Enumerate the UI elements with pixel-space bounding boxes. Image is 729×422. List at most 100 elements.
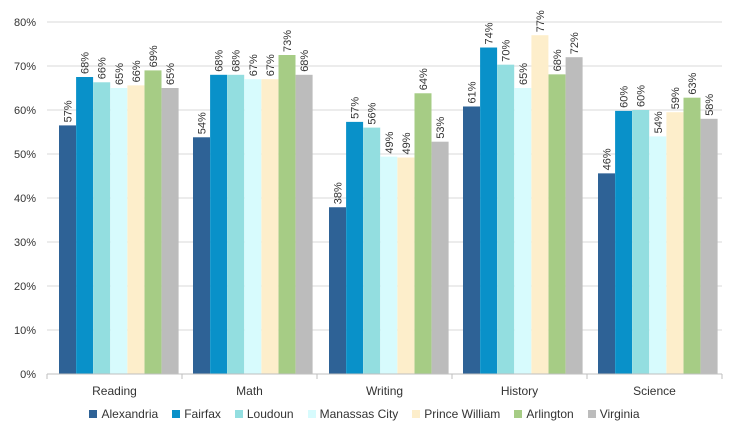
y-tick-label: 20% <box>14 281 36 293</box>
data-label: 66% <box>131 60 143 82</box>
data-label: 61% <box>467 81 479 103</box>
data-label: 69% <box>148 45 160 67</box>
x-tick-label: Science <box>633 384 676 398</box>
data-label: 46% <box>602 148 614 170</box>
data-label: 57% <box>350 97 362 119</box>
legend-item: Manassas City <box>307 407 399 421</box>
data-label: 64% <box>418 68 430 90</box>
legend-item: Loudoun <box>234 407 294 421</box>
bar <box>93 82 111 374</box>
bar <box>278 55 296 374</box>
data-label: 70% <box>501 39 513 61</box>
bar <box>110 88 128 374</box>
data-label: 68% <box>80 52 92 74</box>
x-tick-label: Writing <box>366 384 403 398</box>
bar <box>210 74 228 375</box>
x-axis-ticks: Reading Math Writing History Science <box>92 384 676 398</box>
bar <box>480 47 498 375</box>
legend-swatch <box>412 410 421 418</box>
y-tick-label: 30% <box>14 237 36 249</box>
y-tick-label: 70% <box>14 61 36 73</box>
data-label: 66% <box>97 57 109 79</box>
legend-item: Alexandria <box>89 407 158 421</box>
data-label: 56% <box>367 102 379 124</box>
legend-label: Arlington <box>526 407 574 421</box>
bar <box>346 121 364 374</box>
bar <box>59 125 76 375</box>
data-label: 68% <box>231 50 243 72</box>
bar <box>295 74 313 375</box>
data-label: 54% <box>653 111 665 133</box>
legend-label: Alexandria <box>101 407 159 421</box>
data-label: 67% <box>265 54 277 76</box>
x-tick-label: Reading <box>92 384 137 398</box>
legend-swatch <box>514 410 523 418</box>
data-label: 53% <box>435 116 447 138</box>
bar <box>414 93 432 374</box>
legend-swatch <box>587 410 596 418</box>
bar <box>548 74 566 375</box>
legend-item: Prince William <box>412 407 500 421</box>
y-tick-label: 40% <box>14 193 36 205</box>
bar <box>244 79 262 374</box>
data-labels: 57% 68% 66% 65% 66% 69% 65% 54% 68% 68% 67% 67% 73% 6… <box>63 10 717 204</box>
bar <box>363 127 381 374</box>
bar <box>497 64 515 375</box>
bar <box>161 88 179 374</box>
data-label: 73% <box>282 30 294 52</box>
data-label: 67% <box>248 54 260 76</box>
data-label: 68% <box>299 50 311 72</box>
bar <box>380 156 398 374</box>
data-label: 60% <box>619 86 631 108</box>
x-axis <box>46 373 723 379</box>
data-label: 60% <box>636 85 648 107</box>
bar <box>700 118 718 374</box>
legend-swatch <box>172 410 181 418</box>
bar <box>514 88 532 374</box>
data-label: 74% <box>484 22 496 44</box>
data-label: 54% <box>197 112 209 134</box>
data-label: 68% <box>214 50 226 72</box>
bars <box>59 35 718 375</box>
bar <box>144 70 162 375</box>
bar <box>615 110 633 374</box>
bar <box>463 106 480 374</box>
bar <box>127 85 145 375</box>
data-label: 68% <box>552 49 564 71</box>
bar <box>531 35 549 374</box>
data-label: 63% <box>687 72 699 94</box>
y-tick-label: 0% <box>20 369 36 381</box>
data-label: 72% <box>569 32 581 54</box>
y-tick-label: 50% <box>14 149 36 161</box>
data-label: 59% <box>670 87 682 109</box>
bar <box>76 77 94 374</box>
data-label: 49% <box>401 132 413 154</box>
bar <box>649 136 667 374</box>
y-tick-label: 80% <box>14 17 36 29</box>
bar <box>565 57 583 374</box>
legend-swatch <box>307 410 316 418</box>
legend-label: Prince William <box>424 407 501 421</box>
legend-swatch <box>89 410 98 418</box>
x-tick-label: Math <box>236 384 263 398</box>
legend-swatch <box>234 410 243 418</box>
bar <box>683 97 701 375</box>
data-label: 58% <box>704 94 716 116</box>
legend-label: Manassas City <box>319 407 399 421</box>
data-label: 65% <box>114 63 126 85</box>
legend-label: Fairfax <box>184 407 221 421</box>
data-label: 57% <box>63 100 75 122</box>
bar <box>261 79 279 374</box>
legend: Alexandria Fairfax Loudoun Manassas City Pri… <box>0 406 729 422</box>
legend-item: Fairfax <box>172 407 221 421</box>
bar <box>329 207 346 374</box>
data-label: 49% <box>384 131 396 153</box>
legend-item: Virginia <box>587 407 640 421</box>
y-tick-label: 10% <box>14 325 36 337</box>
data-label: 38% <box>333 182 345 204</box>
legend-item: Arlington <box>514 407 574 421</box>
bar <box>227 74 245 375</box>
data-label: 65% <box>165 63 177 85</box>
bar <box>666 112 684 374</box>
